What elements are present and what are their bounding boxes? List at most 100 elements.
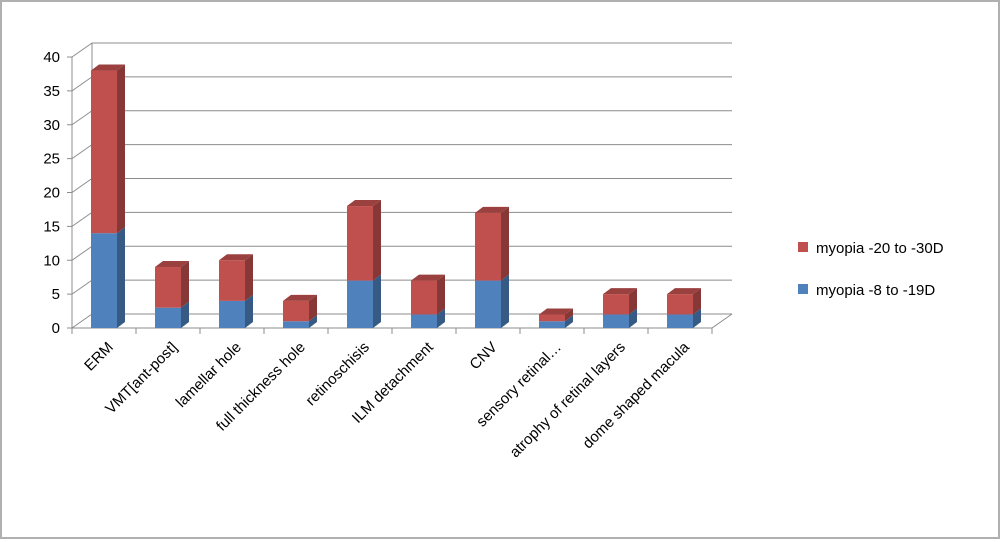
bar-1-8 <box>539 315 573 328</box>
bar-top <box>667 288 701 295</box>
bar-side <box>245 294 253 328</box>
bar-side <box>501 206 509 281</box>
bar-front <box>539 314 565 322</box>
gridline-diag <box>71 211 93 227</box>
bar-2-10 <box>667 288 701 315</box>
bar-side <box>181 301 189 328</box>
y-tick-label: 30 <box>43 117 60 134</box>
gridline-diag <box>71 178 93 193</box>
bar-front <box>283 321 309 328</box>
gridlines <box>71 42 732 329</box>
bar-front <box>347 280 373 328</box>
bar-front <box>603 294 629 315</box>
bar-side <box>437 274 445 315</box>
gridline-diag <box>71 245 93 261</box>
bar-top <box>155 261 189 268</box>
bar-2-2 <box>155 261 189 308</box>
bar-top <box>91 64 125 71</box>
bar-front <box>475 212 501 281</box>
y-tick-label: 0 <box>52 320 60 337</box>
legend-swatch-series-2 <box>798 242 808 252</box>
bar-front <box>411 314 437 328</box>
category-label: retinoschisis <box>302 339 372 409</box>
bar-front <box>411 280 437 315</box>
bar-side <box>309 315 317 328</box>
bar-front <box>667 294 693 315</box>
bar-front <box>155 307 181 328</box>
bar-1-1 <box>91 227 125 328</box>
bar-side <box>309 294 317 322</box>
bar-2-9 <box>603 288 637 315</box>
legend-label-series-2: myopia -20 to -30D <box>816 240 944 257</box>
bar-front <box>155 267 181 308</box>
bar-1-10 <box>667 308 701 328</box>
legend-item-series-1: myopia -8 to -19D <box>798 282 935 299</box>
bar-top <box>219 254 253 261</box>
bar-front <box>539 321 565 328</box>
bar-side <box>181 261 189 308</box>
bar-front <box>219 300 245 328</box>
bar-2-4 <box>283 294 317 322</box>
gridline-diag <box>71 110 93 126</box>
category-label: ERM <box>81 339 117 375</box>
bar-front <box>603 314 629 328</box>
bar-1-6 <box>411 308 445 328</box>
bar-front <box>667 314 693 328</box>
bar-top <box>283 294 317 301</box>
bar-side <box>501 274 509 328</box>
bar-front <box>475 280 501 328</box>
bar-2-6 <box>411 274 445 315</box>
bar-side <box>373 274 381 328</box>
bar-1-4 <box>283 315 317 328</box>
bar-front <box>91 233 117 328</box>
legend: myopia -20 to -30D myopia -8 to -19D <box>798 240 944 299</box>
bar-top <box>539 308 573 315</box>
y-tick-label: 35 <box>43 83 60 100</box>
floor-edge <box>711 313 733 329</box>
bar-2-3 <box>219 254 253 301</box>
bar-1-5 <box>347 274 381 328</box>
bar-2-1 <box>91 64 125 234</box>
bar-front <box>347 206 373 281</box>
bar-side <box>693 288 701 315</box>
bar-side <box>437 308 445 328</box>
bar-top <box>603 288 637 295</box>
gridline-diag <box>71 279 93 295</box>
bar-side <box>565 308 573 322</box>
bar-side <box>245 254 253 301</box>
bar-2-7 <box>475 206 509 281</box>
bar-2-5 <box>347 200 381 281</box>
y-tick-label: 10 <box>43 252 60 269</box>
bar-1-3 <box>219 294 253 328</box>
legend-item-series-2: myopia -20 to -30D <box>798 240 944 257</box>
y-tick-label: 40 <box>43 49 60 66</box>
gridline-diag <box>71 144 93 160</box>
bar-side <box>117 64 125 234</box>
y-tick-label: 20 <box>43 185 60 202</box>
y-tick-label: 25 <box>43 151 60 168</box>
bar-top <box>347 200 381 207</box>
legend-swatch-series-1 <box>798 284 808 294</box>
gridline-diag <box>71 42 93 58</box>
gridline-diag <box>71 76 93 92</box>
legend-label-series-1: myopia -8 to -19D <box>816 282 935 299</box>
bar-front <box>91 70 117 234</box>
bar-top <box>411 274 445 281</box>
bar-side <box>117 227 125 328</box>
category-label: atrophy of retinal layers <box>507 339 629 461</box>
bar-top <box>475 206 509 213</box>
bar-side <box>629 308 637 328</box>
category-label: CNV <box>466 339 500 373</box>
y-tick-label: 5 <box>52 286 60 303</box>
bar-1-9 <box>603 308 637 328</box>
bar-front <box>283 300 309 322</box>
bar-2-8 <box>539 308 573 322</box>
bar-side <box>629 288 637 315</box>
bar-1-2 <box>155 301 189 328</box>
category-label: dome shaped macula <box>579 338 693 452</box>
bar-1-7 <box>475 274 509 328</box>
bar-side <box>373 200 381 281</box>
bar-side <box>565 315 573 328</box>
